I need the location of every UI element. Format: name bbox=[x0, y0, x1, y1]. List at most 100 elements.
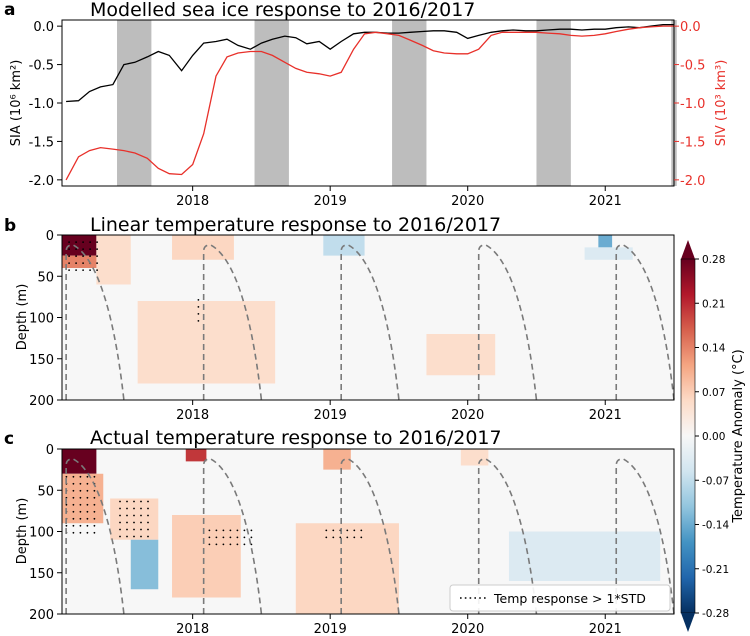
stipple-dot bbox=[140, 535, 142, 538]
b-mixed-layer-front-4 bbox=[615, 244, 675, 401]
stipple-dot bbox=[346, 529, 349, 532]
siv-tick-label: 0.0 bbox=[680, 20, 701, 35]
stipple-dot bbox=[93, 510, 96, 513]
stipple-dot bbox=[68, 248, 70, 251]
colorbar-tick-label: 0.28 bbox=[702, 254, 725, 266]
stipple-dot bbox=[86, 475, 89, 478]
stipple-dot bbox=[93, 496, 96, 499]
stipple-dot bbox=[96, 262, 98, 264]
panel-letter-c: c bbox=[4, 429, 14, 449]
b-anomaly-cell-9 bbox=[584, 247, 633, 260]
stipple-dot bbox=[147, 528, 149, 531]
stipple-dot bbox=[79, 482, 82, 485]
c-anomaly-cell-2 bbox=[110, 498, 159, 540]
stipple-dot bbox=[133, 500, 135, 503]
stipple-dot bbox=[72, 475, 75, 478]
c-anomaly-cell-7 bbox=[295, 523, 399, 614]
sia-tick-label: -1.5 bbox=[29, 135, 54, 150]
stipple-dot bbox=[147, 535, 149, 538]
stipple-dot bbox=[79, 510, 82, 513]
stipple-dot bbox=[250, 529, 253, 532]
stipple-dot bbox=[65, 524, 68, 527]
stipple-dot bbox=[126, 507, 128, 510]
stipple-dot bbox=[82, 262, 84, 264]
stipple-dot bbox=[197, 320, 200, 322]
stipple-dot bbox=[72, 496, 75, 499]
year-tick-label: 2018 bbox=[176, 194, 209, 209]
siv-line bbox=[65, 25, 674, 181]
c-significance-stipple-3 bbox=[325, 529, 363, 539]
stipple-dot bbox=[133, 507, 135, 510]
stipple-dot bbox=[360, 536, 363, 539]
stipple-dot bbox=[86, 482, 89, 485]
stipple-dot bbox=[79, 475, 82, 478]
c-anomaly-cell-8 bbox=[460, 449, 489, 466]
year-tick-label: 2019 bbox=[314, 622, 347, 636]
stipple-dot bbox=[119, 500, 121, 503]
stipple-dot bbox=[197, 313, 200, 315]
depth-tick-label: 200 bbox=[29, 608, 54, 623]
year-tick-label: 2020 bbox=[451, 622, 484, 636]
stipple-dot bbox=[332, 529, 335, 532]
stipple-dot bbox=[236, 536, 239, 539]
stipple-dot bbox=[93, 489, 96, 492]
stipple-dot bbox=[89, 269, 91, 271]
stipple-dot bbox=[229, 529, 232, 532]
stipple-dot bbox=[96, 241, 98, 244]
stipple-dot bbox=[86, 503, 89, 506]
panel-letter-a: a bbox=[4, 0, 15, 20]
panel-a-frame bbox=[61, 19, 675, 187]
stipple-dot bbox=[353, 529, 356, 532]
stipple-dot bbox=[229, 536, 232, 539]
c-significance-stipple-1 bbox=[119, 500, 149, 538]
depth-tick-label: 50 bbox=[37, 484, 54, 499]
depth-tick-label: 200 bbox=[29, 394, 54, 409]
year-tick-label: 2021 bbox=[589, 622, 622, 636]
colorbar-tick-label: -0.14 bbox=[702, 520, 729, 532]
depth-tick-label: 100 bbox=[29, 526, 54, 541]
c-anomaly-cell-4 bbox=[185, 449, 207, 462]
b-anomaly-cell-1 bbox=[62, 255, 104, 268]
stipple-dot bbox=[86, 496, 89, 499]
stipple-dot bbox=[133, 514, 135, 517]
stipple-dot bbox=[72, 503, 75, 506]
sia-tick-label: -0.5 bbox=[29, 59, 54, 74]
stipple-dot bbox=[215, 529, 218, 532]
stipple-dot bbox=[75, 241, 77, 244]
stipple-dot bbox=[68, 262, 70, 264]
c-anomaly-cell-5 bbox=[172, 515, 241, 598]
stipple-dot bbox=[215, 543, 218, 546]
stipple-dot bbox=[208, 536, 211, 539]
siv-tick-label: -1.5 bbox=[680, 135, 705, 150]
b-mixed-layer-front-0 bbox=[65, 244, 125, 401]
stipple-dot bbox=[79, 503, 82, 506]
b-significance-stipple-1 bbox=[197, 299, 200, 322]
year-tick-label: 2018 bbox=[176, 408, 209, 423]
panel-b-depth-label: Depth (m) bbox=[15, 284, 30, 351]
siv-tick-label: -2.0 bbox=[680, 174, 705, 189]
stipple-dot bbox=[96, 269, 98, 271]
sia-line bbox=[66, 23, 674, 103]
panel-c-depth-label: Depth (m) bbox=[15, 498, 30, 565]
colorbar-tick-label: -0.28 bbox=[702, 608, 729, 620]
stipple-dot bbox=[126, 521, 128, 524]
stipple-dot bbox=[147, 500, 149, 503]
sia-tick-label: -1.0 bbox=[29, 97, 54, 112]
stipple-dot bbox=[96, 248, 98, 251]
legend-box bbox=[449, 584, 671, 612]
c-mixed-layer-front-2 bbox=[340, 458, 400, 615]
panel-a-line-chart: -2.0-1.5-1.0-0.50.0 -2.0-1.5-1.0-0.50.0 … bbox=[9, 19, 729, 209]
depth-tick-label: 150 bbox=[29, 353, 54, 368]
stipple-dot bbox=[222, 529, 225, 532]
stipple-dot bbox=[93, 531, 96, 534]
year-tick-label: 2018 bbox=[176, 622, 209, 636]
sia-tick-label: -2.0 bbox=[29, 174, 54, 189]
colorbar-label: Temperature Anomaly (°C) bbox=[731, 349, 746, 523]
stipple-dot bbox=[93, 503, 96, 506]
summer-shade-1 bbox=[254, 20, 289, 186]
stipple-dot bbox=[89, 255, 91, 257]
c-significance-stipple-2 bbox=[208, 529, 253, 546]
b-mixed-layer-front-1 bbox=[202, 244, 263, 401]
